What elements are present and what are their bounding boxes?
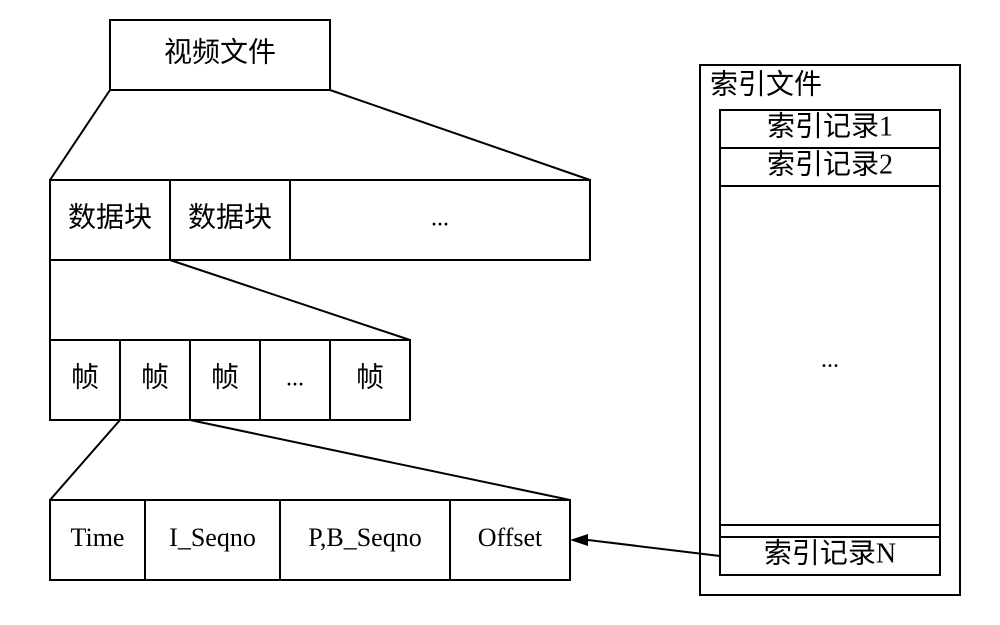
connector-line bbox=[190, 420, 570, 500]
video-file-label: 视频文件 bbox=[164, 36, 276, 68]
index-file-title: 索引文件 bbox=[710, 68, 822, 100]
data-block-label: 数据块 bbox=[188, 201, 272, 233]
diagram-canvas: 视频文件数据块 数据块... 帧 帧 帧... 帧 Time I_Seqno P,B_Seqno… bbox=[0, 0, 1000, 620]
field-label: I_Seqno bbox=[169, 523, 256, 552]
index-record-label: 索引记录2 bbox=[767, 148, 893, 180]
index-file-outer bbox=[700, 65, 960, 595]
frame-label: 帧 bbox=[211, 361, 239, 393]
connector-line bbox=[330, 90, 590, 180]
index-ellipsis: ... bbox=[821, 347, 839, 373]
arrow-head bbox=[570, 534, 588, 546]
frame-label: 帧 bbox=[141, 361, 169, 393]
frame-label: 帧 bbox=[356, 361, 384, 393]
index-record-label: 索引记录1 bbox=[767, 110, 893, 142]
data-block-label: 数据块 bbox=[68, 201, 152, 233]
field-label: Offset bbox=[478, 523, 543, 552]
connector-line bbox=[170, 260, 410, 340]
data-block-label: ... bbox=[431, 206, 449, 232]
connector-line bbox=[50, 90, 110, 180]
index-record-label: 索引记录N bbox=[764, 537, 896, 569]
frame-label: 帧 bbox=[71, 361, 99, 393]
field-label: Time bbox=[71, 523, 125, 552]
field-label: P,B_Seqno bbox=[308, 523, 421, 552]
connector-line bbox=[50, 420, 120, 500]
frame-label: ... bbox=[286, 366, 304, 392]
